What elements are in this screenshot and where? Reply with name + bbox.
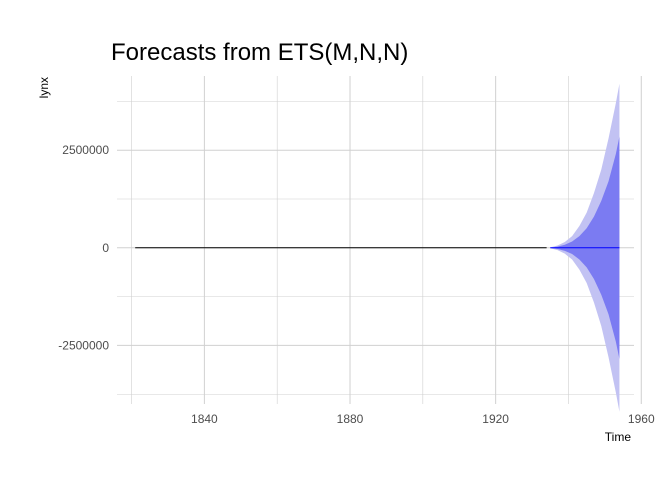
x-tick-label: 1960: [628, 412, 655, 426]
y-tick-label: 2500000: [62, 143, 109, 157]
chart-title: Forecasts from ETS(M,N,N): [111, 39, 408, 66]
x-tick-label: 1840: [191, 412, 218, 426]
x-tick-label: 1920: [482, 412, 509, 426]
x-tick-label: 1880: [337, 412, 364, 426]
y-tick-label: 0: [102, 241, 109, 255]
x-axis-label: Time: [605, 430, 632, 444]
tick-labels: 1840 1880 1920 1960 -2500000 0 2500000: [58, 143, 655, 426]
y-tick-label: -2500000: [58, 338, 109, 352]
grid: [117, 76, 642, 404]
y-axis-label: lynx: [37, 77, 51, 98]
